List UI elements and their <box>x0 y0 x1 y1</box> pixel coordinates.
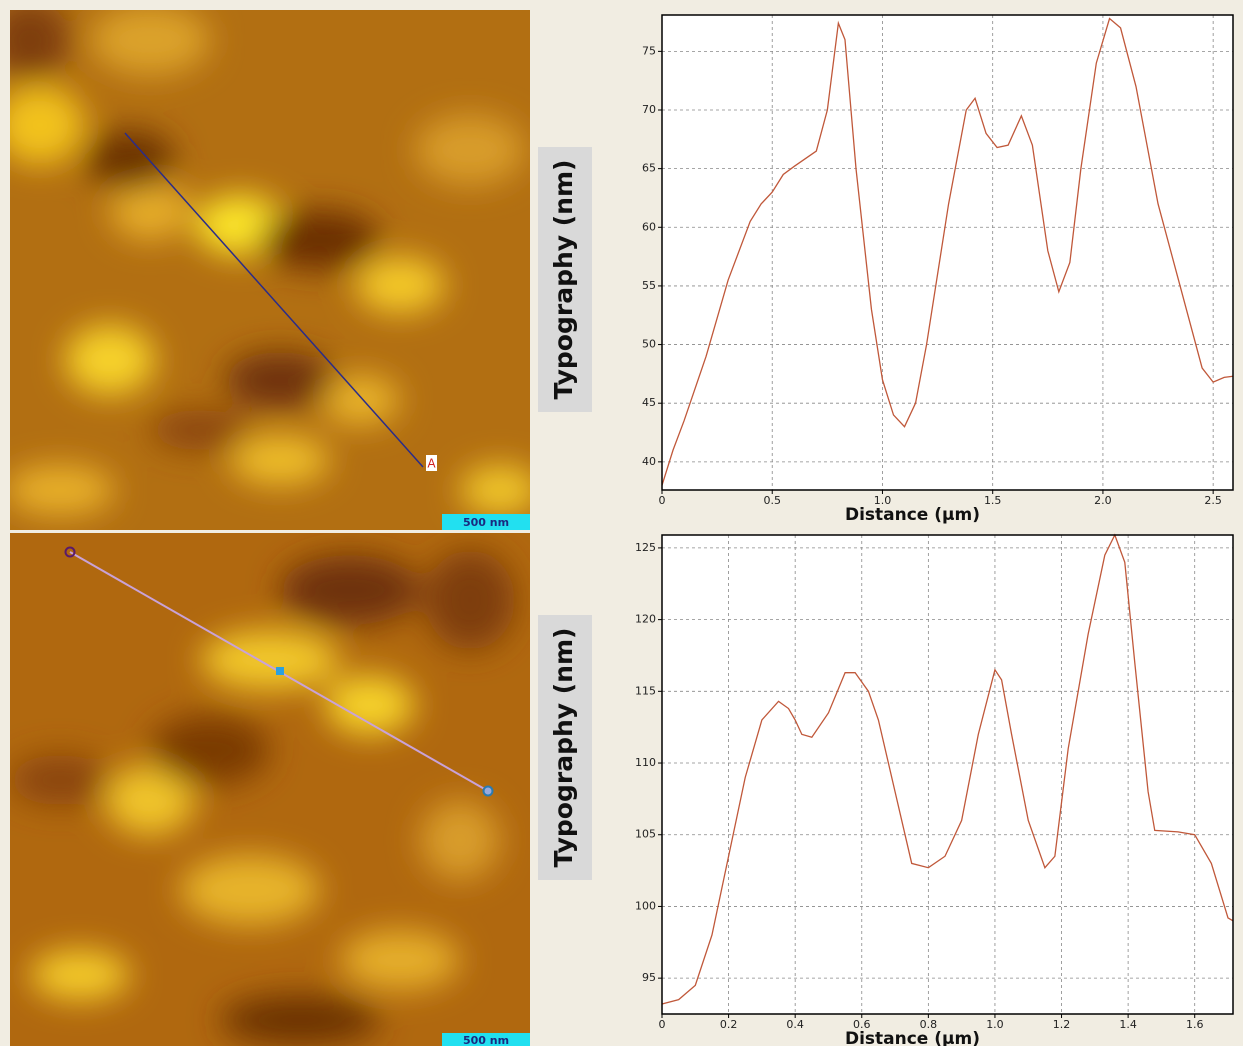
plot-area <box>662 535 1233 1014</box>
x-tick-label: 1.0 <box>874 494 892 507</box>
y-tick-label: 55 <box>642 279 656 292</box>
y-tick-label: 40 <box>642 455 656 468</box>
y-tick-label: 95 <box>642 971 656 984</box>
plot-area <box>662 15 1233 490</box>
x-tick-label: 0 <box>659 1018 666 1031</box>
y-tick-label: 70 <box>642 103 656 116</box>
y-tick-label: 45 <box>642 396 656 409</box>
y-axis-label: Typography (nm) <box>549 628 578 868</box>
x-tick-label: 0.4 <box>786 1018 804 1031</box>
y-tick-label: 125 <box>635 541 656 554</box>
x-tick-label: 0.2 <box>720 1018 738 1031</box>
scale-bar-label: 500 nm <box>463 1034 509 1046</box>
afm-image-bottom <box>10 533 530 1046</box>
y-tick-label: 65 <box>642 162 656 175</box>
plot-frame <box>661 534 1234 1015</box>
x-tick-label: 0.5 <box>763 494 781 507</box>
scale-bar <box>442 1033 530 1046</box>
y-axis-label: Typography (nm) <box>549 160 578 400</box>
scale-bar <box>442 514 530 530</box>
y-tick-label: 110 <box>635 756 656 769</box>
x-tick-label: 2.5 <box>1204 494 1222 507</box>
plot-frame <box>661 14 1234 491</box>
marker-label: A <box>427 457 436 471</box>
marker-box <box>426 455 437 471</box>
profile-line <box>661 17 1234 486</box>
x-tick-label: 1.0 <box>986 1018 1004 1031</box>
y-tick-label: 50 <box>642 338 656 351</box>
profile-line <box>661 533 1234 1005</box>
x-tick-label: 1.6 <box>1186 1018 1204 1031</box>
y-tick-label: 100 <box>635 899 656 912</box>
x-tick-label: 1.4 <box>1119 1018 1137 1031</box>
x-tick-label: 1.2 <box>1053 1018 1071 1031</box>
y-tick-label: 105 <box>635 828 656 841</box>
x-tick-label: 1.5 <box>984 494 1002 507</box>
y-label-box <box>538 615 592 880</box>
afm-image-top <box>10 10 530 530</box>
y-tick-label: 60 <box>642 220 656 233</box>
x-axis-label: Distance (µm) <box>845 1029 980 1046</box>
scale-bar-label: 500 nm <box>463 516 509 529</box>
y-tick-label: 115 <box>635 684 656 697</box>
y-label-box <box>538 147 592 412</box>
x-tick-label: 0.6 <box>853 1018 871 1031</box>
x-axis-label: Distance (µm) <box>845 505 980 525</box>
x-tick-label: 0 <box>659 494 666 507</box>
y-tick-label: 120 <box>635 613 656 626</box>
x-tick-label: 0.8 <box>920 1018 938 1031</box>
x-tick-label: 2.0 <box>1094 494 1112 507</box>
y-tick-label: 75 <box>642 44 656 57</box>
